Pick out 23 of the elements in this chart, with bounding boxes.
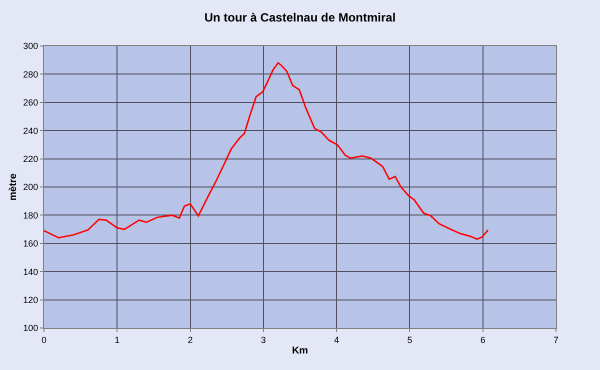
- y-tick-label: 300: [23, 41, 38, 52]
- y-tick-label: 220: [23, 154, 38, 164]
- y-tick-label: 120: [23, 294, 38, 305]
- x-tick-label: 3: [260, 334, 266, 345]
- y-axis-title: mètre: [8, 172, 20, 201]
- x-tick-label: 0: [41, 334, 47, 345]
- line-series: [44, 62, 489, 240]
- x-tick-label: 1: [114, 334, 120, 345]
- y-tick-label: 140: [23, 266, 38, 277]
- y-tick-label: 180: [23, 210, 38, 220]
- x-tick-label: 4: [334, 334, 340, 345]
- y-tick-label: 200: [23, 182, 38, 192]
- x-tick-label: 5: [407, 334, 412, 345]
- x-tick-label: 7: [553, 334, 559, 345]
- y-tick-label: 240: [23, 126, 38, 136]
- chart-title: Un tour à Castelnau de Montmiral: [204, 10, 396, 24]
- y-tick-label: 160: [23, 238, 38, 249]
- x-tick-label: 2: [188, 334, 193, 345]
- x-axis-title: Km: [292, 345, 308, 356]
- x-tick-label: 6: [480, 334, 486, 345]
- y-tick-label: 280: [23, 69, 38, 80]
- y-tick-label: 260: [23, 98, 38, 108]
- y-tick-label: 100: [23, 323, 38, 334]
